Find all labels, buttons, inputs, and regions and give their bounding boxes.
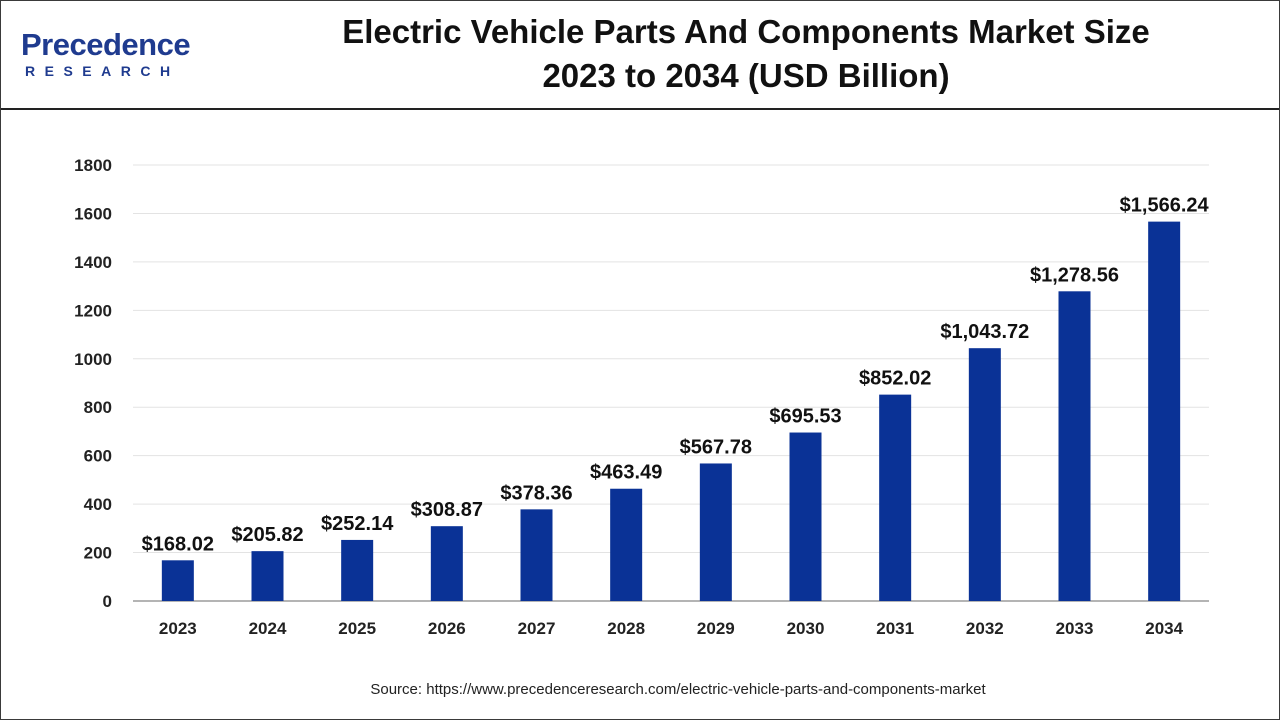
y-tick-label: 1600	[74, 204, 112, 223]
y-tick-label: 200	[84, 544, 112, 563]
data-label: $1,043.72	[940, 321, 1029, 343]
bar	[968, 348, 1001, 601]
x-tick-label: 2024	[249, 619, 287, 638]
logo-wordmark: Precedence	[21, 27, 191, 62]
bar	[251, 551, 284, 601]
data-label: $567.78	[680, 436, 752, 458]
chart-title: Electric Vehicle Parts And Components Ma…	[241, 10, 1251, 98]
data-label: $168.02	[142, 533, 214, 555]
x-tick-label: 2025	[338, 619, 376, 638]
bar-chart: 0 200 400 600 800 1000 1200 1400 1600 1800 $168.02…	[74, 156, 1210, 638]
data-label: $308.87	[411, 499, 483, 521]
y-tick-label: 800	[84, 398, 112, 417]
x-tick-label: 2026	[428, 619, 466, 638]
bar	[430, 526, 463, 601]
bar	[789, 432, 822, 601]
header: Precedence RESEARCH Electric Vehicle Par…	[1, 1, 1279, 110]
bar	[879, 394, 912, 601]
data-label: $463.49	[590, 462, 662, 484]
data-label: $695.53	[769, 406, 841, 428]
bar	[1148, 221, 1181, 601]
data-label: $378.36	[500, 482, 572, 504]
y-tick-label: 600	[84, 447, 112, 466]
x-tick-label: 2028	[607, 619, 645, 638]
x-tick-label: 2033	[1056, 619, 1094, 638]
data-label: $205.82	[231, 524, 303, 546]
x-tick-label: 2030	[787, 619, 825, 638]
data-label: $1,278.56	[1030, 264, 1119, 286]
data-label: $252.14	[321, 513, 394, 535]
x-tick-label: 2029	[697, 619, 735, 638]
y-tick-label: 1400	[74, 253, 112, 272]
source-note: Source: https://www.precedenceresearch.c…	[370, 681, 986, 698]
x-tick-label: 2032	[966, 619, 1004, 638]
precedence-research-logo: Precedence RESEARCH	[21, 27, 221, 87]
data-label: $852.02	[859, 368, 931, 390]
x-tick-label: 2023	[159, 619, 197, 638]
data-label: $1,566.24	[1120, 195, 1210, 217]
bar	[699, 463, 732, 601]
y-tick-label: 1800	[74, 156, 112, 175]
chart-title-line-1: Electric Vehicle Parts And Components Ma…	[342, 13, 1150, 50]
x-tick-label: 2031	[876, 619, 914, 638]
chart-title-line-2: 2023 to 2034 (USD Billion)	[542, 57, 950, 94]
bar	[610, 488, 643, 601]
y-tick-label: 400	[84, 495, 112, 514]
x-tick-label: 2027	[518, 619, 556, 638]
x-tick-label: 2034	[1145, 619, 1183, 638]
y-tick-label: 0	[103, 592, 112, 611]
bar	[520, 509, 553, 601]
bar	[161, 560, 194, 601]
y-tick-label: 1200	[74, 301, 112, 320]
y-tick-label: 1000	[74, 350, 112, 369]
bar	[1058, 291, 1091, 601]
bar	[341, 539, 374, 601]
logo-subtext: RESEARCH	[25, 63, 180, 79]
